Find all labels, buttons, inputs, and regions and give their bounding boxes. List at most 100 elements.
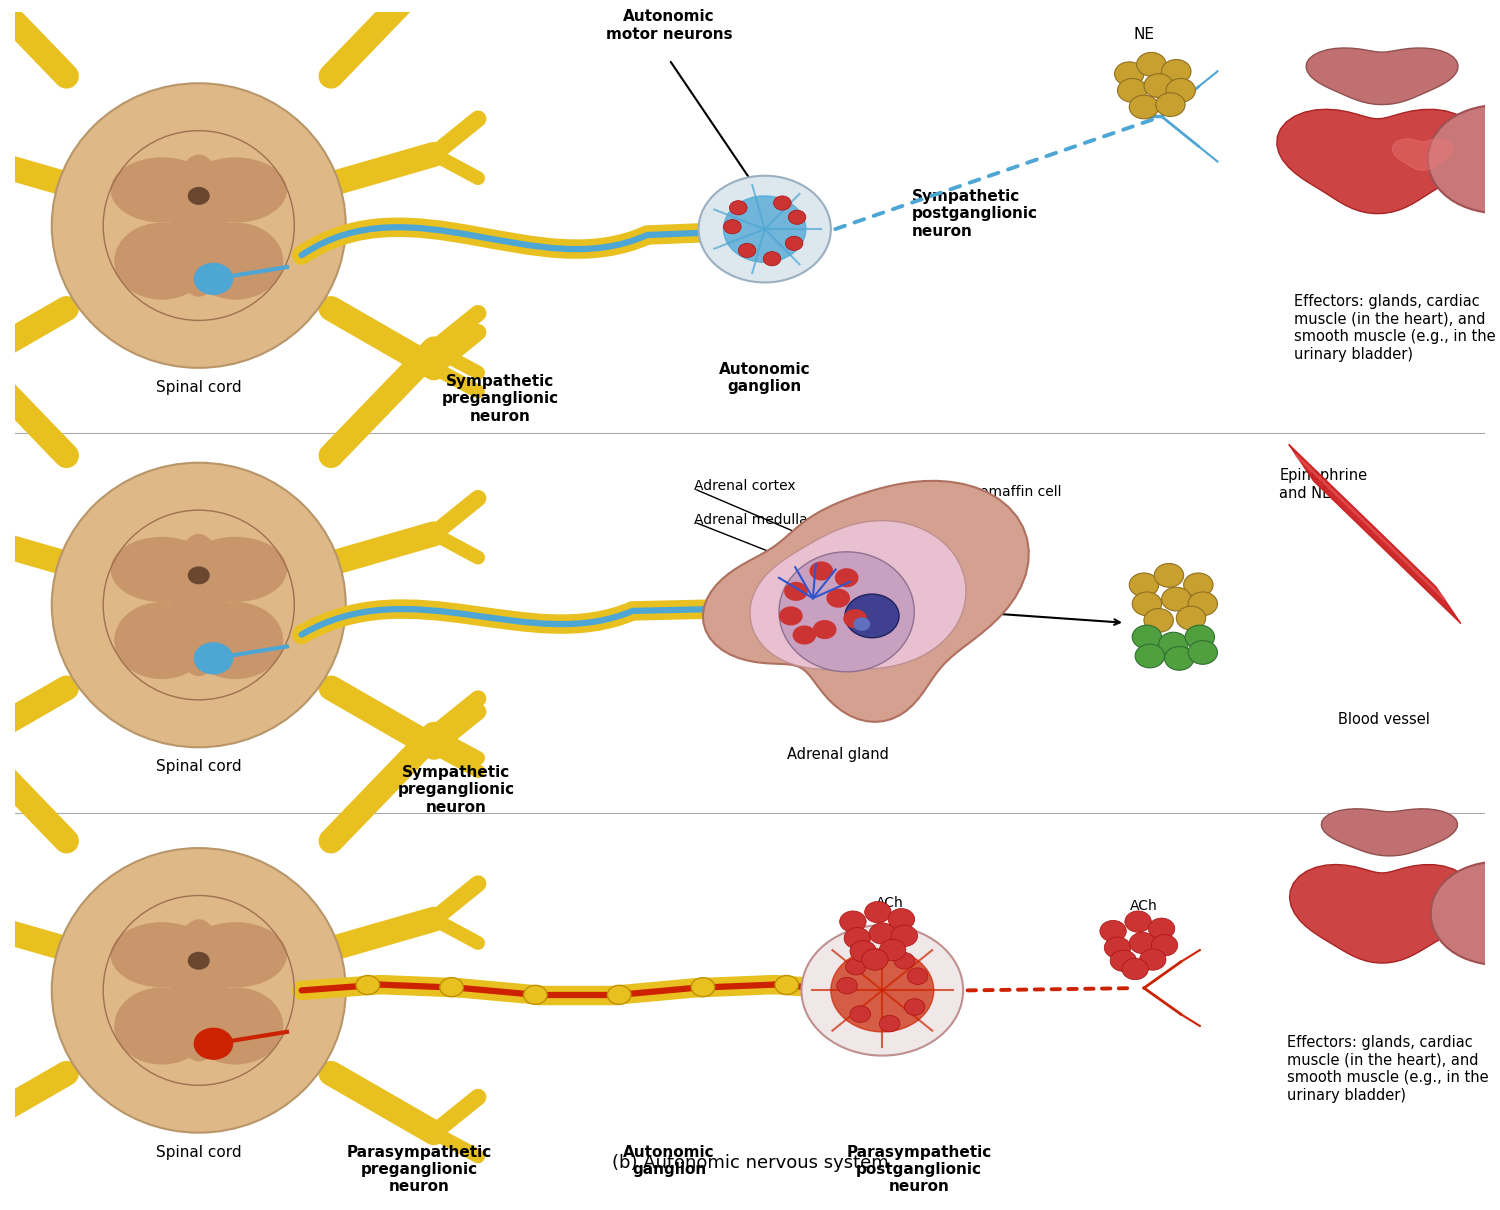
Circle shape [1161,59,1191,83]
Circle shape [723,196,806,263]
Polygon shape [1431,862,1500,966]
Circle shape [1155,93,1185,116]
Circle shape [764,252,782,266]
Polygon shape [1290,864,1474,963]
Circle shape [738,243,756,258]
Text: Effectors: glands, cardiac
muscle (in the heart), and
smooth muscle (e.g., in th: Effectors: glands, cardiac muscle (in th… [1287,1036,1488,1102]
Ellipse shape [114,987,210,1065]
Circle shape [608,985,631,1004]
Text: Adrenal medulla: Adrenal medulla [694,513,808,526]
Text: NE: NE [1134,27,1155,41]
Text: Spinal cord: Spinal cord [156,380,242,394]
Circle shape [1158,633,1188,656]
Ellipse shape [51,83,345,368]
Circle shape [189,952,209,969]
Circle shape [776,975,798,995]
Circle shape [1164,646,1194,670]
Polygon shape [1288,444,1461,623]
Ellipse shape [114,223,210,300]
Circle shape [788,211,806,224]
Circle shape [786,236,802,250]
Circle shape [1176,606,1206,630]
Ellipse shape [51,848,345,1133]
Ellipse shape [111,157,213,223]
Circle shape [1110,950,1137,972]
Text: ACh: ACh [1130,899,1158,914]
Circle shape [1144,74,1173,98]
Ellipse shape [188,987,284,1065]
Text: Parasympathetic
preganglionic
neuron: Parasympathetic preganglionic neuron [346,1145,492,1194]
Circle shape [195,643,232,674]
Circle shape [1137,52,1166,76]
Ellipse shape [111,537,213,603]
Circle shape [864,901,891,923]
Circle shape [1161,587,1191,611]
Circle shape [1118,79,1148,102]
Circle shape [1130,932,1155,953]
Circle shape [1188,640,1218,664]
Ellipse shape [188,223,284,300]
Circle shape [1114,62,1144,86]
Circle shape [524,985,548,1004]
Circle shape [844,594,898,638]
Text: ACh: ACh [722,185,748,200]
Circle shape [195,264,232,294]
Polygon shape [1276,109,1479,214]
Circle shape [1140,949,1166,970]
Text: Adrenal gland: Adrenal gland [788,748,889,762]
Circle shape [853,617,870,630]
Circle shape [729,201,747,215]
Circle shape [846,958,865,975]
Circle shape [894,952,915,969]
Circle shape [879,939,906,961]
Circle shape [723,219,741,234]
Polygon shape [704,480,1029,722]
Ellipse shape [51,462,345,748]
Circle shape [904,998,926,1015]
Circle shape [850,1006,870,1022]
Circle shape [813,620,837,639]
Circle shape [1132,592,1161,616]
Circle shape [356,975,380,995]
Circle shape [827,588,850,607]
Ellipse shape [170,155,228,296]
Circle shape [1144,609,1173,633]
Circle shape [840,911,866,932]
Text: Spinal cord: Spinal cord [156,759,242,774]
Text: Spinal cord: Spinal cord [156,1145,242,1159]
Text: Autonomic
motor neurons: Autonomic motor neurons [606,10,732,41]
Text: ACh: ACh [802,546,830,560]
Circle shape [189,567,209,583]
Ellipse shape [188,603,284,679]
Ellipse shape [184,537,286,603]
Circle shape [774,196,790,211]
Text: Sympathetic
preganglionic
neuron: Sympathetic preganglionic neuron [398,765,514,814]
Polygon shape [1428,104,1500,214]
Text: Blood vessel: Blood vessel [1338,711,1430,727]
Circle shape [195,1028,232,1059]
Circle shape [1185,626,1215,649]
Ellipse shape [170,920,228,1061]
Circle shape [908,968,928,985]
Ellipse shape [184,922,286,987]
Circle shape [801,926,963,1055]
Text: Epinephrine
and NE: Epinephrine and NE [1280,468,1368,501]
Text: Sympathetic
preganglionic
neuron: Sympathetic preganglionic neuron [441,374,558,423]
Circle shape [1130,96,1158,119]
Circle shape [879,1015,900,1032]
Ellipse shape [170,534,228,676]
Circle shape [836,569,858,587]
Polygon shape [778,552,915,672]
Circle shape [891,926,918,946]
Circle shape [699,175,831,282]
Circle shape [1155,564,1184,587]
Text: ACh: ACh [876,895,903,910]
Circle shape [189,188,209,204]
Polygon shape [1392,139,1454,171]
Circle shape [861,949,888,970]
Circle shape [844,928,870,949]
Polygon shape [1306,48,1458,104]
Circle shape [1152,934,1178,956]
Ellipse shape [114,603,210,679]
Circle shape [784,582,808,601]
